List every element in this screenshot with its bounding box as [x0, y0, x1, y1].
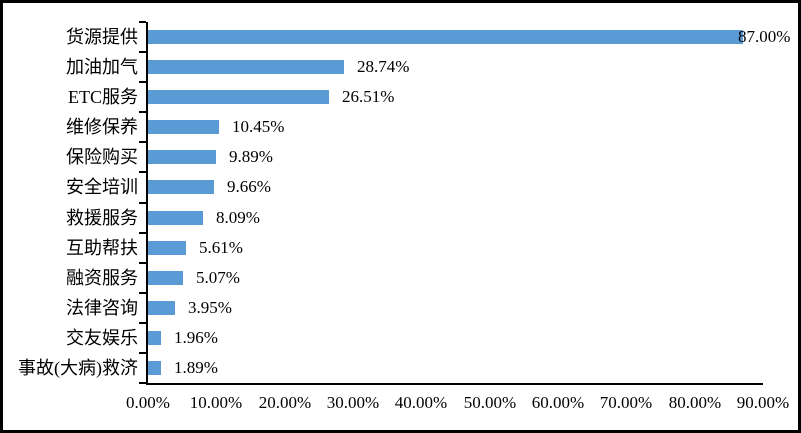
value-label: 9.66%	[227, 177, 271, 196]
x-tick-label: 60.00%	[531, 393, 585, 412]
value-label: 1.96%	[174, 328, 218, 347]
value-label: 5.61%	[199, 238, 243, 257]
category-label: 加油加气	[66, 57, 138, 77]
y-axis	[146, 22, 148, 385]
bar	[148, 271, 183, 285]
value-label: 8.09%	[216, 208, 260, 227]
x-axis	[146, 383, 763, 385]
value-label: 26.51%	[342, 87, 395, 106]
axis-tick	[139, 81, 146, 83]
axis-tick	[139, 382, 146, 384]
category-label: 救援服务	[66, 208, 138, 228]
category-label: 互助帮扶	[66, 238, 138, 258]
bar	[148, 331, 161, 345]
bar	[148, 361, 161, 375]
x-tick-label: 40.00%	[394, 393, 448, 412]
bar	[148, 150, 216, 164]
value-label: 1.89%	[174, 358, 218, 377]
bar	[148, 301, 175, 315]
category-label: 保险购买	[66, 147, 138, 167]
bar	[148, 30, 743, 44]
axis-tick	[139, 171, 146, 173]
x-tick-label: 80.00%	[668, 393, 722, 412]
axis-tick	[139, 292, 146, 294]
bar	[148, 120, 219, 134]
category-label: 事故(大病)救济	[18, 358, 138, 378]
category-label: ETC服务	[68, 87, 138, 107]
axis-tick	[139, 322, 146, 324]
bar	[148, 60, 344, 74]
bar	[148, 241, 186, 255]
bar	[148, 90, 329, 104]
category-label: 法律咨询	[66, 298, 138, 318]
axis-tick	[139, 232, 146, 234]
value-label: 9.89%	[229, 147, 273, 166]
x-tick-label: 70.00%	[599, 393, 653, 412]
axis-tick	[139, 111, 146, 113]
bar	[148, 211, 203, 225]
value-label: 3.95%	[188, 298, 232, 317]
category-label: 维修保养	[66, 117, 138, 137]
axis-tick	[139, 21, 146, 23]
value-label: 10.45%	[232, 117, 285, 136]
axis-tick	[139, 262, 146, 264]
x-tick-label: 50.00%	[463, 393, 517, 412]
value-label: 87.00%	[738, 27, 791, 46]
axis-tick	[139, 141, 146, 143]
value-label: 5.07%	[196, 268, 240, 287]
axis-tick	[139, 202, 146, 204]
category-label: 融资服务	[66, 268, 138, 288]
axis-tick	[139, 352, 146, 354]
category-label: 货源提供	[66, 27, 138, 47]
x-tick-label: 90.00%	[736, 393, 790, 412]
x-tick-label: 20.00%	[258, 393, 312, 412]
axis-tick	[139, 51, 146, 53]
bar	[148, 180, 214, 194]
x-tick-label: 0.00%	[126, 393, 170, 412]
category-label: 交友娱乐	[66, 328, 138, 348]
category-label: 安全培训	[66, 177, 138, 197]
x-tick-label: 10.00%	[189, 393, 243, 412]
value-label: 28.74%	[357, 57, 410, 76]
x-tick-label: 30.00%	[326, 393, 380, 412]
